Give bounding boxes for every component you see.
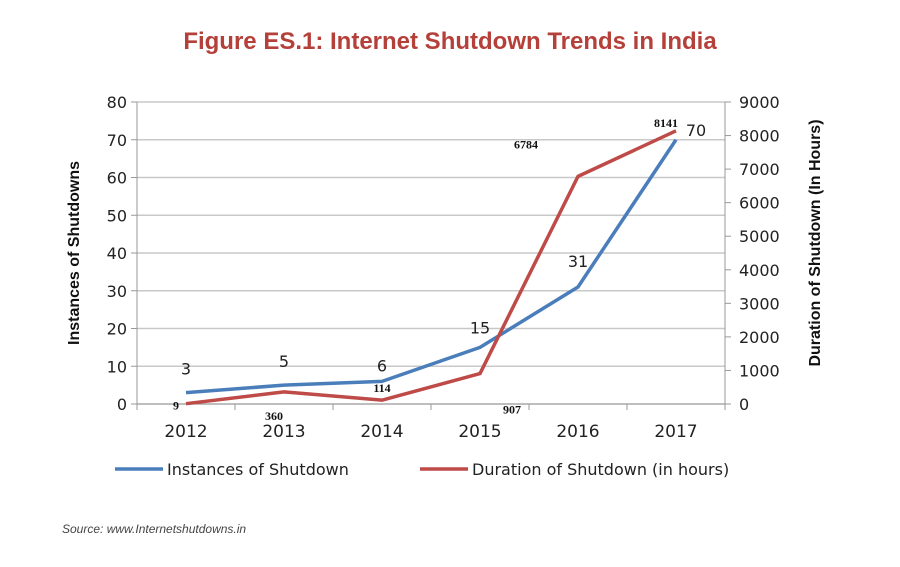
y-tick-label: 60 [107, 169, 127, 188]
y-axis-title: Instances of Shutdowns [66, 161, 83, 345]
y2-tick-label: 0 [739, 395, 749, 414]
y-tick-label: 20 [107, 320, 127, 339]
legend-label: Instances of Shutdown [167, 460, 349, 479]
x-tick-label: 2017 [654, 422, 697, 442]
y2-tick-label: 4000 [739, 261, 780, 280]
y2-tick-label: 1000 [739, 361, 780, 380]
y2-tick-label: 7000 [739, 160, 780, 179]
y-tick-label: 70 [107, 131, 127, 150]
data-label: 907 [503, 403, 521, 417]
x-tick-label: 2015 [458, 422, 501, 442]
data-label: 360 [265, 409, 283, 423]
chart-title: Figure ES.1: Internet Shutdown Trends in… [183, 28, 717, 55]
y-tick-label: 50 [107, 206, 127, 225]
y2-tick-label: 5000 [739, 227, 780, 246]
y2-axis-title: Duration of Shutdown (In Hours) [807, 119, 824, 366]
y2-tick-label: 3000 [739, 294, 780, 313]
series-line [185, 138, 678, 395]
y2-tick-label: 6000 [739, 194, 780, 213]
y-tick-label: 40 [107, 244, 127, 263]
data-label: 70 [686, 121, 706, 140]
y2-tick-label: 2000 [739, 328, 780, 347]
legend-label: Duration of Shutdown (in hours) [472, 460, 729, 479]
x-tick-label: 2013 [262, 422, 305, 442]
y-tick-label: 10 [107, 357, 127, 376]
y2-tick-label: 8000 [739, 127, 780, 146]
data-label: 9 [173, 399, 179, 413]
data-label: 8141 [654, 116, 678, 130]
series-line [185, 129, 677, 406]
data-label: 31 [568, 252, 588, 271]
data-label: 114 [373, 381, 390, 395]
x-tick-label: 2016 [556, 422, 599, 442]
y-tick-label: 30 [107, 282, 127, 301]
data-label: 15 [470, 318, 490, 337]
data-label: 5 [279, 352, 289, 371]
data-label: 3 [181, 360, 191, 379]
y-tick-label: 80 [107, 93, 127, 112]
x-tick-label: 2012 [164, 422, 207, 442]
data-label: 6784 [514, 137, 538, 151]
y-tick-label: 0 [117, 395, 127, 414]
data-label: 6 [377, 356, 387, 375]
source-note: Source: www.Internetshutdowns.in [62, 522, 247, 536]
x-tick-label: 2014 [360, 422, 403, 442]
y2-tick-label: 9000 [739, 93, 780, 112]
